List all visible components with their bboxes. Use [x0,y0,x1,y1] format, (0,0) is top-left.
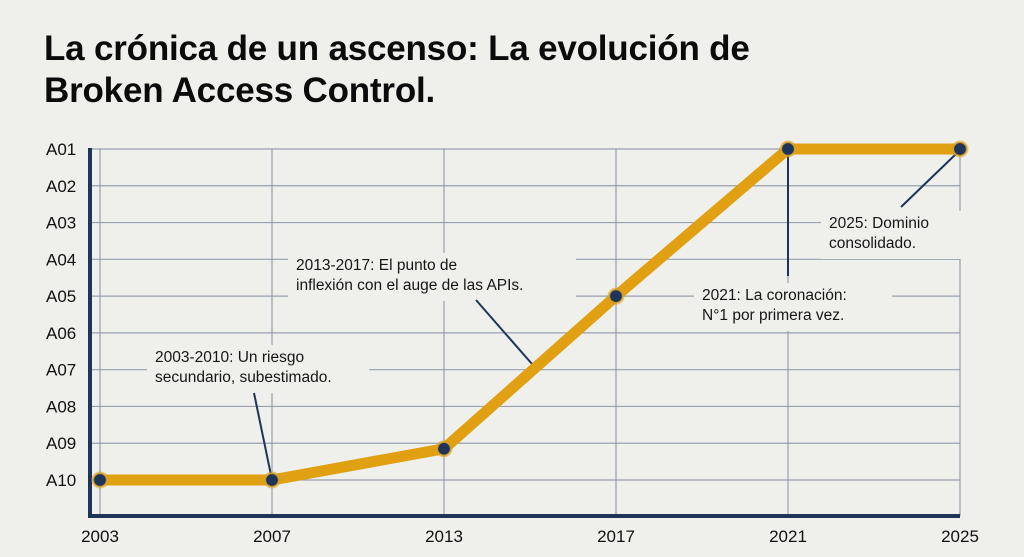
x-tick-label-2025: 2025 [941,527,979,546]
annotation-leader-a2025 [900,153,957,208]
y-tick-label-a09: A09 [46,434,76,453]
x-tick-label-2021: 2021 [769,527,807,546]
annotation-a2021: 2021: La coronación: N°1 por primera vez. [702,287,847,324]
annotation-a2013-line-1: 2013-2017: El punto de [296,257,457,274]
x-tick-label-2017: 2017 [597,527,635,546]
grid-lines [90,148,961,516]
y-tick-label-a01: A01 [46,140,76,159]
annotation-a2025-line-2: consolidado. [829,235,916,252]
y-tick-label-a04: A04 [46,250,76,269]
chart-title-line-1: La crónica de un ascenso: La evolución d… [44,29,750,68]
axes [88,148,960,518]
x-tick-labels: 2003 2007 2013 2017 2021 2025 [81,527,979,546]
annotation-bg-a2021 [694,283,892,331]
y-tick-label-a10: A10 [46,471,76,490]
data-point-2021 [780,141,796,157]
y-tick-label-a05: A05 [46,287,76,306]
data-point-2013 [436,441,452,456]
annotation-a2003-line-1: 2003-2010: Un riesgo [155,349,304,366]
annotation-a2003-line-2: secundario, subestimado. [155,369,332,386]
series-line-0 [94,143,966,486]
chart-title: La crónica de un ascenso: La evolución d… [44,28,750,112]
annotation-leader-lines [253,153,957,481]
data-point-2017 [608,289,624,304]
annotation-bg-a2013 [288,253,576,301]
annotation-a2013: 2013-2017: El punto de inflexión con el a… [296,257,523,294]
annotation-a2003: 2003-2010: Un riesgo secundario, subestim… [155,349,332,386]
annotation-a2025: 2025: Dominio consolidado. [829,215,929,252]
data-markers [91,140,969,489]
annotation-backgrounds [147,211,967,393]
annotation-a2013-line-2: inflexión con el auge de las APIs. [296,277,523,294]
annotation-a2021-line-1: 2021: La coronación: [702,287,847,304]
data-point-2003 [92,472,108,488]
series-line [94,143,966,486]
annotation-a2021-line-2: N°1 por primera vez. [702,307,844,324]
annotation-bg-a2003 [147,345,369,393]
chart-title-line-2: Broken Access Control. [44,71,436,110]
x-tick-label-2003: 2003 [81,527,119,546]
annotations: 2003-2010: Un riesgo secundario, subestim… [155,215,929,386]
y-tick-label-a06: A06 [46,324,76,343]
x-tick-label-2007: 2007 [253,527,291,546]
annotation-a2025-line-1: 2025: Dominio [829,215,929,232]
annotation-leader-a2013 [475,299,533,365]
data-point-2007 [264,472,280,488]
y-tick-label-a08: A08 [46,397,76,416]
y-tick-label-a07: A07 [46,361,76,380]
annotation-bg-a2025 [821,211,967,259]
x-tick-label-2013: 2013 [425,527,463,546]
annotation-leader-a2003 [253,392,273,481]
y-tick-label-a02: A02 [46,177,76,196]
data-point-2025 [952,141,968,157]
y-tick-label-a03: A03 [46,214,76,233]
y-tick-labels: A01 A02 A03 A04 A05 A06 A07 A08 A09 A10 [46,140,76,490]
